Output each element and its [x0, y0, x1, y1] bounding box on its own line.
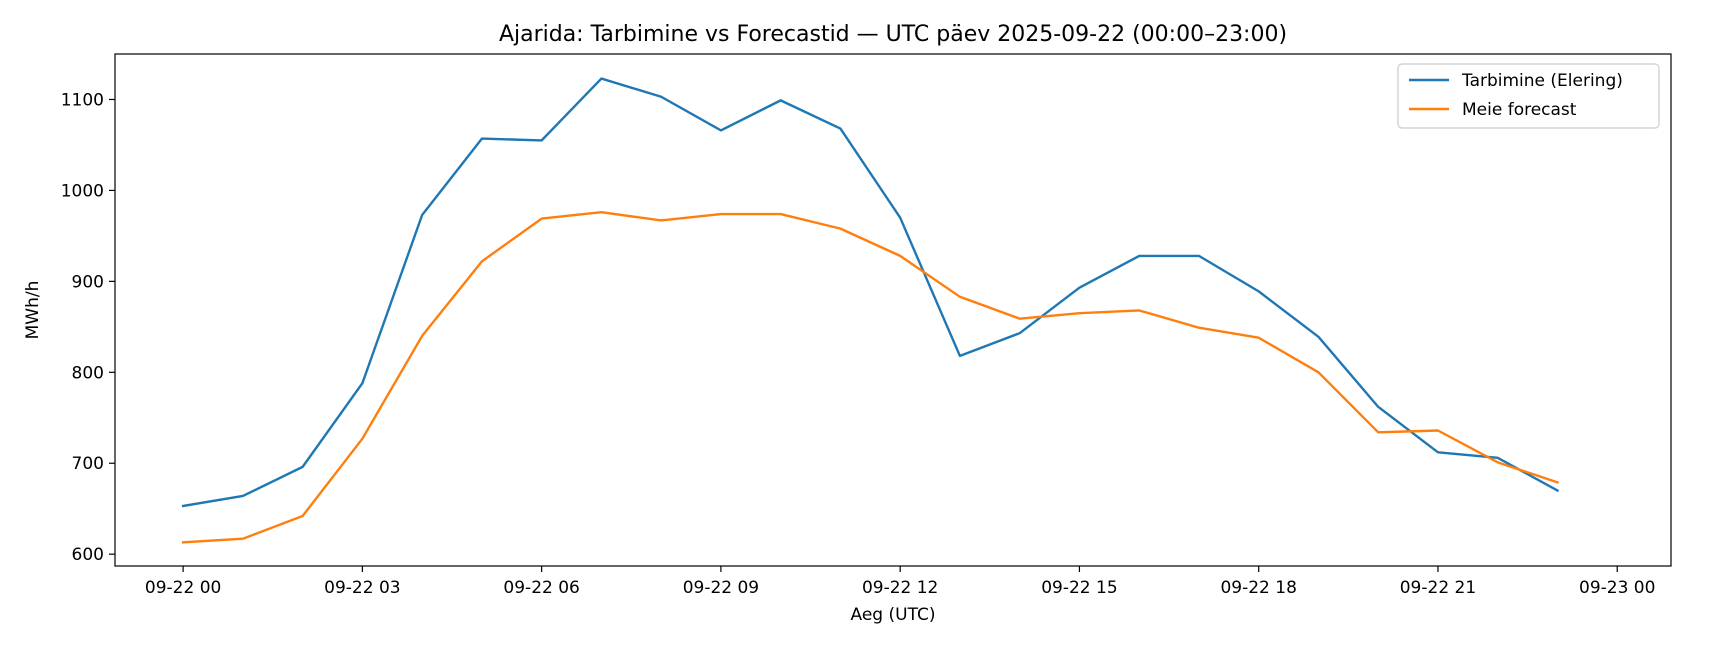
x-tick-label: 09-22 06 — [503, 578, 579, 598]
legend: Tarbimine (Elering) Meie forecast — [1397, 63, 1660, 129]
y-tick-label: 1100 — [61, 90, 104, 110]
x-axis: 09-22 00 09-22 03 09-22 06 09-22 09 09-22 12… — [145, 566, 1655, 598]
x-tick-label: 09-22 00 — [145, 578, 221, 598]
legend-label-forecast: Meie forecast — [1462, 100, 1577, 120]
x-tick-label: 09-22 12 — [862, 578, 938, 598]
y-tick-label: 600 — [72, 545, 104, 565]
y-tick-label: 900 — [72, 272, 104, 292]
y-tick-label: 1000 — [61, 181, 104, 201]
plot-frame — [114, 53, 1672, 567]
series-line-1 — [181, 211, 1559, 544]
x-axis-label: Aeg (UTC) — [851, 605, 936, 625]
y-axis-label: MWh/h — [23, 281, 43, 340]
y-tick-label: 800 — [72, 363, 104, 383]
x-tick-label: 09-22 21 — [1400, 578, 1476, 598]
legend-label-tarbimine: Tarbimine (Elering) — [1461, 71, 1623, 91]
y-tick-label: 700 — [72, 454, 104, 474]
series-layer — [181, 77, 1560, 544]
legend-box — [1397, 63, 1660, 129]
series-line-0 — [181, 77, 1560, 508]
x-tick-label: 09-22 09 — [683, 578, 759, 598]
x-tick-label: 09-23 00 — [1579, 578, 1655, 598]
x-tick-label: 09-22 18 — [1220, 578, 1296, 598]
x-tick-label: 09-22 15 — [1041, 578, 1117, 598]
x-tick-label: 09-22 03 — [324, 578, 400, 598]
chart-title: Ajarida: Tarbimine vs Forecastid — UTC p… — [499, 22, 1287, 47]
y-axis: 600 700 800 900 1000 1100 — [61, 90, 115, 565]
